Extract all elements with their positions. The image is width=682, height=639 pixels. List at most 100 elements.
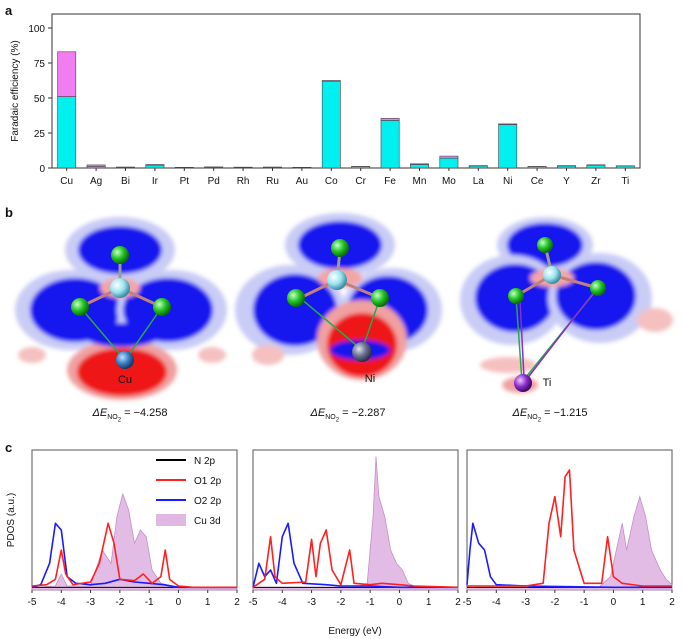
x-tick-label: Ru [266,176,279,187]
x-tick-label: -2 [550,597,559,608]
oxygen-atom [590,280,606,296]
x-tick-label: Rh [237,176,250,187]
metal-atom-ti [514,374,532,392]
x-tick-label: 1 [205,597,211,608]
x-tick-label: Y [563,176,570,187]
x-tick-label: -5 [28,597,37,608]
x-tick-label: Ir [152,176,159,187]
o2-2p-line [252,522,458,589]
panel-c-label: c [5,440,13,455]
y-tick-label: 0 [39,164,45,175]
bar-cyan [468,165,488,169]
x-tick-label: -4 [492,597,501,608]
metal-atom-cu [116,351,134,369]
x-tick-label: 0 [611,597,617,608]
y-tick-label: 50 [34,94,46,105]
oxygen-atom [153,298,171,316]
legend-label: O2 2p [194,496,222,507]
pdos-subplot-ti: -5 -4 -3 -2 -1 0 1 2 [463,449,675,608]
oxygen-atom [287,289,305,307]
x-tick-label: Ti [621,176,629,187]
x-tick-label: 2 [455,597,461,608]
o1-2p-line [467,469,672,587]
x-tick-label: 1 [640,597,646,608]
x-tick-label: -1 [580,597,589,608]
bar-magenta [145,164,165,166]
y-tick-label: 75 [34,59,46,70]
pdos-legend: N 2p O1 2p O2 2p Cu 3d [156,456,222,527]
x-tick-label: 0 [397,597,403,608]
faradaic-efficiency-bar-chart: 0 25 50 75 100 Faradaic efficiency (%) Cu Ag Bi I… [10,13,641,187]
oxygen-atom [111,246,129,264]
x-tick-label: -2 [336,597,345,608]
x-tick-label: -1 [145,597,154,608]
nitrogen-atom [327,270,347,290]
x-tick-label: -5 [463,597,472,608]
oxygen-atom [331,239,349,257]
oxygen-atom [71,298,89,316]
y-axis-label: PDOS (a.u.) [6,493,17,547]
legend-label: Cu 3d [194,516,221,527]
x-tick-label: Cr [355,176,366,187]
x-tick-label: 1 [426,597,432,608]
x-tick-label: -5 [249,597,258,608]
bar-cyan [145,164,165,169]
pdos-subplot-ni: -5 -4 -3 -2 -1 0 1 2 [249,449,461,608]
metal-label-cu: Cu [118,374,132,386]
x-tick-label: Mn [413,176,427,187]
nitrogen-atom [110,278,130,298]
bar-cyan [498,124,518,169]
x-tick-label: Pd [208,176,220,187]
x-tick-label: 0 [176,597,182,608]
x-tick-label: Mo [442,176,456,187]
cu-3d-area [252,456,459,591]
oxygen-atom [371,289,389,307]
pdos-subplot-cu: -5 -4 -3 -2 -1 0 1 2 [28,449,240,608]
y-tick-label: 100 [28,24,45,35]
energy-label-ni: ΔENO2 = −2.287 [310,407,386,424]
bar-magenta [321,80,341,82]
x-tick-label: -3 [521,597,530,608]
o2-2p-line [466,522,672,589]
x-tick-label: Ag [90,176,102,187]
x-tick-label: -1 [366,597,375,608]
x-tick-label: Fe [384,176,396,187]
x-tick-label: Ce [531,176,544,187]
x-tick-label: Au [296,176,308,187]
x-tick-label: -4 [57,597,66,608]
bar-magenta [204,166,224,168]
panel-b-label: b [5,205,13,220]
legend-label: O1 2p [194,476,222,487]
y-axis-label: Faradaic efficiency (%) [10,40,21,142]
x-tick-label: Cu [60,176,73,187]
x-tick-label: -2 [115,597,124,608]
bar-magenta [86,164,106,167]
x-tick-label: Ni [503,176,512,187]
x-tick-label: -3 [86,597,95,608]
bar-magenta [380,118,400,121]
bar-magenta [439,155,459,159]
cu-3d-area [466,495,673,591]
x-tick-label: Co [325,176,338,187]
legend-label: N 2p [194,456,216,467]
o1-2p-line [31,522,237,589]
x-axis-label: Energy (eV) [328,626,381,637]
metal-atom-ni [352,342,372,362]
charge-density-structures: Cu Ni [15,213,673,400]
x-tick-label: -3 [307,597,316,608]
x-tick-label: Zr [591,176,601,187]
pdos-chart: PDOS (a.u.)-5 -4 -3 -2 -1 0 1 2 -5 -4 -3 -2 -1 0 1 2 -5-… [6,449,675,637]
o2-2p-line [31,522,237,589]
bar-cyan [439,157,459,169]
x-tick-label: -4 [278,597,287,608]
oxygen-atom [508,288,524,304]
oxygen-atom [537,237,553,253]
bar-cyan [321,80,341,169]
bar-cyan [615,165,635,169]
bar-cyan [380,120,400,169]
x-tick-label: 2 [234,597,240,608]
bar-cyan [586,164,606,169]
bar-cyan [557,165,576,169]
structure-ti: Ti [460,217,673,393]
metal-label-ti: Ti [543,377,552,389]
